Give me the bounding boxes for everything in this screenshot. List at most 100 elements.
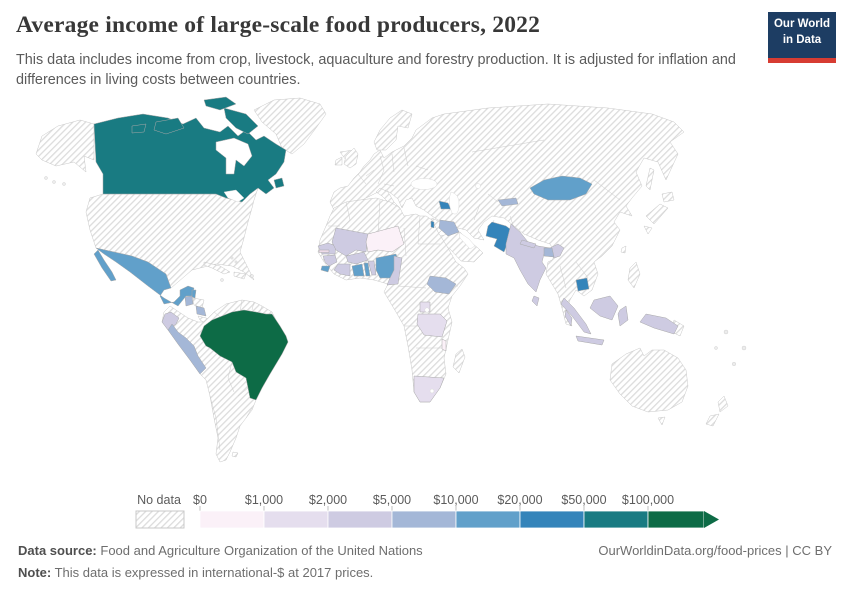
- country-iraq[interactable]: [438, 219, 460, 237]
- country-sierra-leone[interactable]: [320, 265, 331, 273]
- legend-tick-label: $50,000: [561, 493, 606, 507]
- country-indonesia-java[interactable]: [575, 335, 605, 346]
- country-alaska[interactable]: [35, 119, 95, 173]
- country-falkland-islands[interactable]: [231, 451, 239, 458]
- legend-tick-label: $2,000: [309, 493, 347, 507]
- country-cuba[interactable]: [203, 261, 231, 275]
- legend-no-data-label: No data: [137, 493, 181, 507]
- lesotho: [429, 388, 435, 394]
- country-belize[interactable]: [191, 289, 197, 299]
- legend-svg: No data $0 $1,000 $2,000 $5,000 $10,000 …: [135, 493, 719, 529]
- country-guinea[interactable]: [322, 254, 338, 267]
- legend-tick-label: $10,000: [433, 493, 478, 507]
- country-philippines[interactable]: [627, 261, 641, 289]
- data-source-text: Food and Agriculture Organization of the…: [100, 543, 423, 558]
- country-ghana[interactable]: [351, 263, 365, 277]
- country-canada[interactable]: [93, 113, 287, 203]
- legend-bin-0[interactable]: [199, 510, 265, 529]
- map-legend: No data $0 $1,000 $2,000 $5,000 $10,000 …: [128, 490, 738, 543]
- country-japan-honshu[interactable]: [645, 203, 669, 225]
- country-burkina-faso[interactable]: [345, 251, 369, 265]
- country-sri-lanka[interactable]: [531, 295, 540, 307]
- data-source-label: Data source:: [18, 543, 97, 558]
- country-indonesia-sumatra[interactable]: [560, 297, 592, 335]
- country-cameroon[interactable]: [386, 255, 403, 286]
- owid-logo: Our World in Data: [768, 12, 836, 63]
- country-mongolia[interactable]: [529, 175, 593, 201]
- country-mexico[interactable]: [95, 247, 195, 307]
- country-bangladesh[interactable]: [543, 247, 555, 258]
- legend-bin-1[interactable]: [263, 510, 329, 529]
- country-togo[interactable]: [363, 262, 371, 277]
- country-madagascar[interactable]: [452, 348, 466, 374]
- black-sea: [410, 178, 438, 190]
- country-indonesia-borneo[interactable]: [589, 295, 619, 321]
- caspian-sea: [449, 191, 460, 215]
- country-israel[interactable]: [430, 220, 435, 229]
- chart-subtitle: This data includes income from crop, liv…: [16, 52, 736, 89]
- country-united-kingdom[interactable]: [343, 147, 359, 169]
- country-japan-hokkaido[interactable]: [661, 191, 675, 203]
- legend-tick-label: $5,000: [373, 493, 411, 507]
- country-ireland[interactable]: [334, 156, 343, 166]
- country-tasmania[interactable]: [657, 416, 666, 426]
- country-cambodia[interactable]: [575, 277, 590, 292]
- country-indonesia-sulawesi[interactable]: [617, 305, 629, 327]
- country-new-zealand-north[interactable]: [717, 395, 729, 413]
- owid-logo-line1: Our World: [773, 18, 830, 30]
- country-mexico-baja[interactable]: [93, 249, 117, 282]
- legend-tick-label: $100,000: [622, 493, 674, 507]
- legend-bin-4[interactable]: [455, 510, 521, 529]
- country-australia[interactable]: [609, 347, 689, 413]
- owid-logo-line2: in Data: [782, 33, 822, 46]
- country-canada-ellesmere-island[interactable]: [203, 96, 237, 111]
- country-gambia[interactable]: [318, 249, 330, 253]
- pacific-islands: [44, 176, 747, 367]
- country-taiwan[interactable]: [620, 245, 627, 254]
- legend-bin-6[interactable]: [583, 510, 649, 529]
- country-hispaniola[interactable]: [233, 271, 247, 280]
- page-title: Average income of large-scale food produ…: [16, 12, 541, 38]
- legend-arrow-tip: [704, 511, 719, 528]
- legend-bin-5[interactable]: [519, 510, 585, 529]
- attribution-link[interactable]: OurWorldinData.org/food-prices | CC BY: [598, 543, 832, 558]
- footer: Data source: Food and Agriculture Organi…: [18, 543, 423, 580]
- legend-bin-3[interactable]: [391, 510, 457, 529]
- legend-no-data-swatch[interactable]: [135, 510, 185, 529]
- legend-ticks: [199, 506, 649, 511]
- country-japan-kyushu[interactable]: [643, 225, 653, 235]
- country-guatemala[interactable]: [184, 295, 194, 307]
- legend-bin-2[interactable]: [327, 510, 393, 529]
- legend-bin-7[interactable]: [647, 510, 705, 529]
- aral-sea: [475, 183, 481, 189]
- note-label: Note:: [18, 565, 52, 580]
- country-sakhalin[interactable]: [645, 167, 655, 191]
- great-lakes: [223, 189, 245, 203]
- legend-tick-label: $1,000: [245, 493, 283, 507]
- country-nicaragua[interactable]: [195, 305, 207, 317]
- country-ethiopia[interactable]: [426, 275, 457, 295]
- country-new-zealand-south[interactable]: [705, 413, 720, 427]
- region-scandinavia[interactable]: [373, 109, 413, 151]
- country-canada-banks-island[interactable]: [131, 123, 147, 134]
- country-canada-baffin-island[interactable]: [223, 107, 259, 135]
- country-papua-new-guinea[interactable]: [639, 313, 679, 335]
- country-cote-divoire[interactable]: [333, 263, 351, 277]
- country-malaysia[interactable]: [564, 309, 573, 327]
- country-malawi[interactable]: [441, 338, 447, 352]
- country-brazil[interactable]: [199, 309, 289, 401]
- country-kyrgyzstan[interactable]: [497, 197, 519, 207]
- lake-victoria: [424, 307, 430, 313]
- country-nepal[interactable]: [519, 239, 537, 249]
- country-niger[interactable]: [365, 225, 405, 253]
- country-canada-victoria-island[interactable]: [153, 117, 185, 135]
- country-south-africa[interactable]: [413, 375, 445, 403]
- country-greenland[interactable]: [253, 97, 327, 155]
- country-benin[interactable]: [367, 260, 377, 276]
- world-map: [35, 96, 747, 463]
- country-tanzania[interactable]: [416, 313, 448, 338]
- country-canada-newfoundland[interactable]: [273, 177, 285, 189]
- country-peru[interactable]: [167, 323, 207, 375]
- legend-tick-label: $20,000: [497, 493, 542, 507]
